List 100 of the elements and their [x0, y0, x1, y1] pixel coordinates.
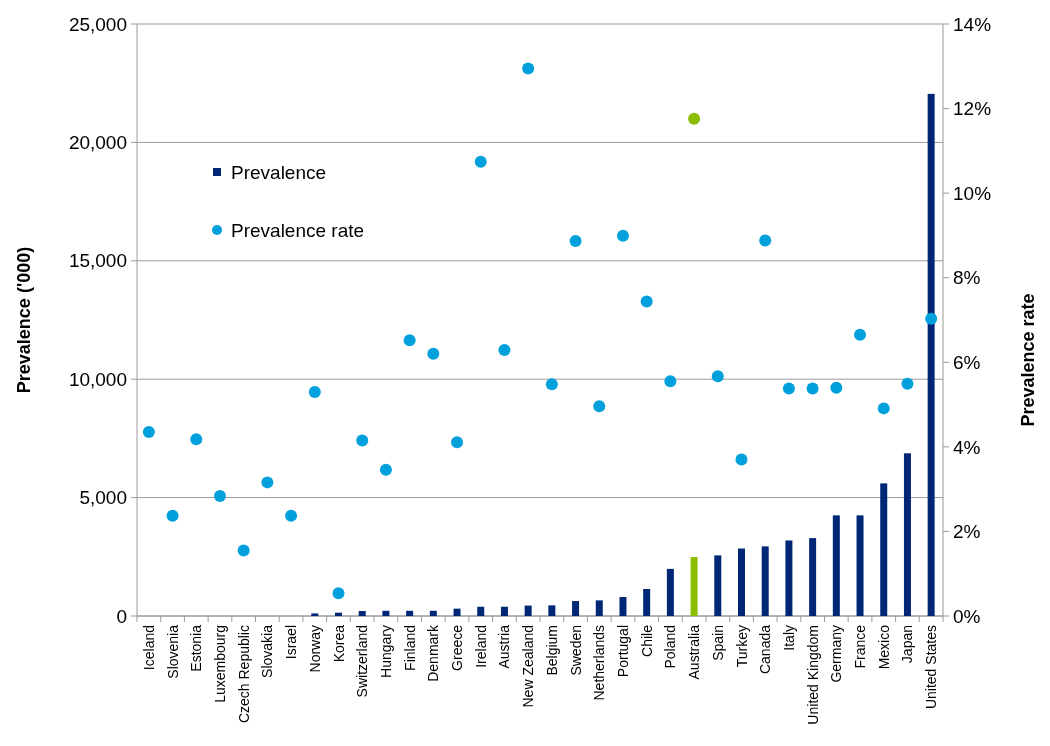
x-tick-label: Portugal	[614, 625, 631, 678]
bar	[477, 606, 485, 616]
point	[308, 385, 321, 398]
bar	[406, 610, 414, 616]
y2-tick-label: 12%	[953, 98, 992, 120]
y2-tick-label: 10%	[953, 182, 992, 204]
bar	[500, 606, 508, 616]
point	[782, 382, 795, 395]
x-tick-label: Spain	[709, 625, 726, 661]
y-axis-title: Prevalence ('000)	[14, 246, 34, 394]
bar	[619, 597, 627, 616]
point	[759, 234, 772, 247]
point	[664, 375, 677, 388]
legend-label: Prevalence rate	[231, 219, 365, 241]
point	[830, 381, 843, 394]
point	[854, 328, 867, 341]
point	[379, 463, 392, 476]
bar	[382, 610, 390, 616]
point	[806, 382, 819, 395]
bar	[335, 612, 342, 616]
y2-tick-label: 0%	[953, 605, 981, 627]
bar	[738, 548, 745, 616]
bar	[809, 538, 817, 616]
y-tick-label: 15,000	[68, 250, 127, 272]
bar	[927, 93, 935, 616]
x-tick-label: France	[852, 624, 869, 669]
y2-tick-label: 6%	[953, 351, 981, 373]
x-tick-label: Greece	[449, 624, 466, 671]
point	[498, 344, 511, 357]
x-tick-label: Norway	[306, 625, 323, 673]
x-tick-label: Iceland	[140, 625, 157, 671]
bar	[761, 546, 769, 616]
x-tick-label: Mexico	[875, 624, 892, 670]
bar	[548, 605, 556, 616]
point	[522, 62, 535, 75]
x-tick-label: United Kingdom	[804, 625, 821, 725]
point	[877, 402, 890, 415]
x-tick-label: United States	[923, 625, 940, 710]
x-tick-label: Slovenia	[164, 624, 181, 679]
x-tick-label: Hungary	[377, 625, 394, 678]
y-tick-label: 5,000	[79, 487, 127, 509]
bar	[690, 557, 698, 616]
x-tick-label: Chile	[638, 624, 655, 657]
bar	[524, 605, 532, 616]
point	[237, 544, 250, 557]
point	[640, 295, 653, 308]
point	[427, 347, 440, 360]
x-tick-label: Korea	[330, 624, 347, 663]
point	[213, 489, 226, 502]
bar	[595, 600, 603, 616]
x-tick-label: Ireland	[472, 625, 489, 668]
x-tick-label: Italy	[780, 625, 797, 651]
x-tick-label: Israel	[283, 625, 300, 660]
point	[545, 378, 558, 391]
x-tick-label: Netherlands	[591, 625, 608, 701]
bar	[311, 613, 319, 616]
point	[735, 453, 748, 466]
point	[403, 334, 416, 347]
y-tick-label: 25,000	[68, 13, 127, 35]
point	[166, 509, 179, 522]
x-tick-label: Slovakia	[259, 624, 276, 678]
bar	[453, 608, 461, 616]
y2-tick-label: 4%	[953, 436, 981, 458]
x-tick-label: Australia	[686, 624, 703, 680]
y-tick-label: 0	[116, 605, 127, 627]
x-tick-label: Germany	[828, 625, 845, 683]
point	[569, 234, 582, 247]
y-tick-label: 10,000	[68, 368, 127, 390]
x-tick-label: Japan	[899, 625, 916, 664]
x-tick-label: Finland	[401, 625, 418, 671]
point	[593, 400, 606, 413]
bar	[903, 453, 911, 616]
x-tick-label: Luxembourg	[211, 625, 228, 703]
bar	[856, 515, 864, 616]
bar	[358, 611, 366, 616]
x-tick-label: Czech Republic	[235, 625, 252, 724]
y2-tick-label: 8%	[953, 267, 981, 289]
point	[901, 377, 914, 390]
point	[332, 587, 345, 600]
bar	[666, 568, 674, 616]
point	[261, 476, 274, 489]
bar	[714, 555, 722, 616]
bar	[785, 540, 793, 616]
bar	[880, 483, 888, 616]
bar	[429, 610, 437, 616]
x-tick-label: Denmark	[425, 624, 442, 682]
point	[711, 370, 724, 383]
legend-label: Prevalence	[231, 161, 327, 183]
bar	[643, 589, 651, 616]
point	[190, 433, 203, 446]
point	[616, 229, 629, 242]
y2-axis-title: Prevalence rate	[1018, 293, 1038, 427]
y2-tick-label: 2%	[953, 521, 981, 543]
point	[474, 155, 487, 168]
x-tick-label: Turkey	[733, 625, 750, 668]
bar	[572, 601, 580, 616]
x-tick-label: New Zealand	[520, 625, 537, 708]
x-tick-label: Sweden	[567, 625, 584, 676]
point	[688, 112, 701, 125]
y2-tick-label: 14%	[953, 13, 992, 35]
